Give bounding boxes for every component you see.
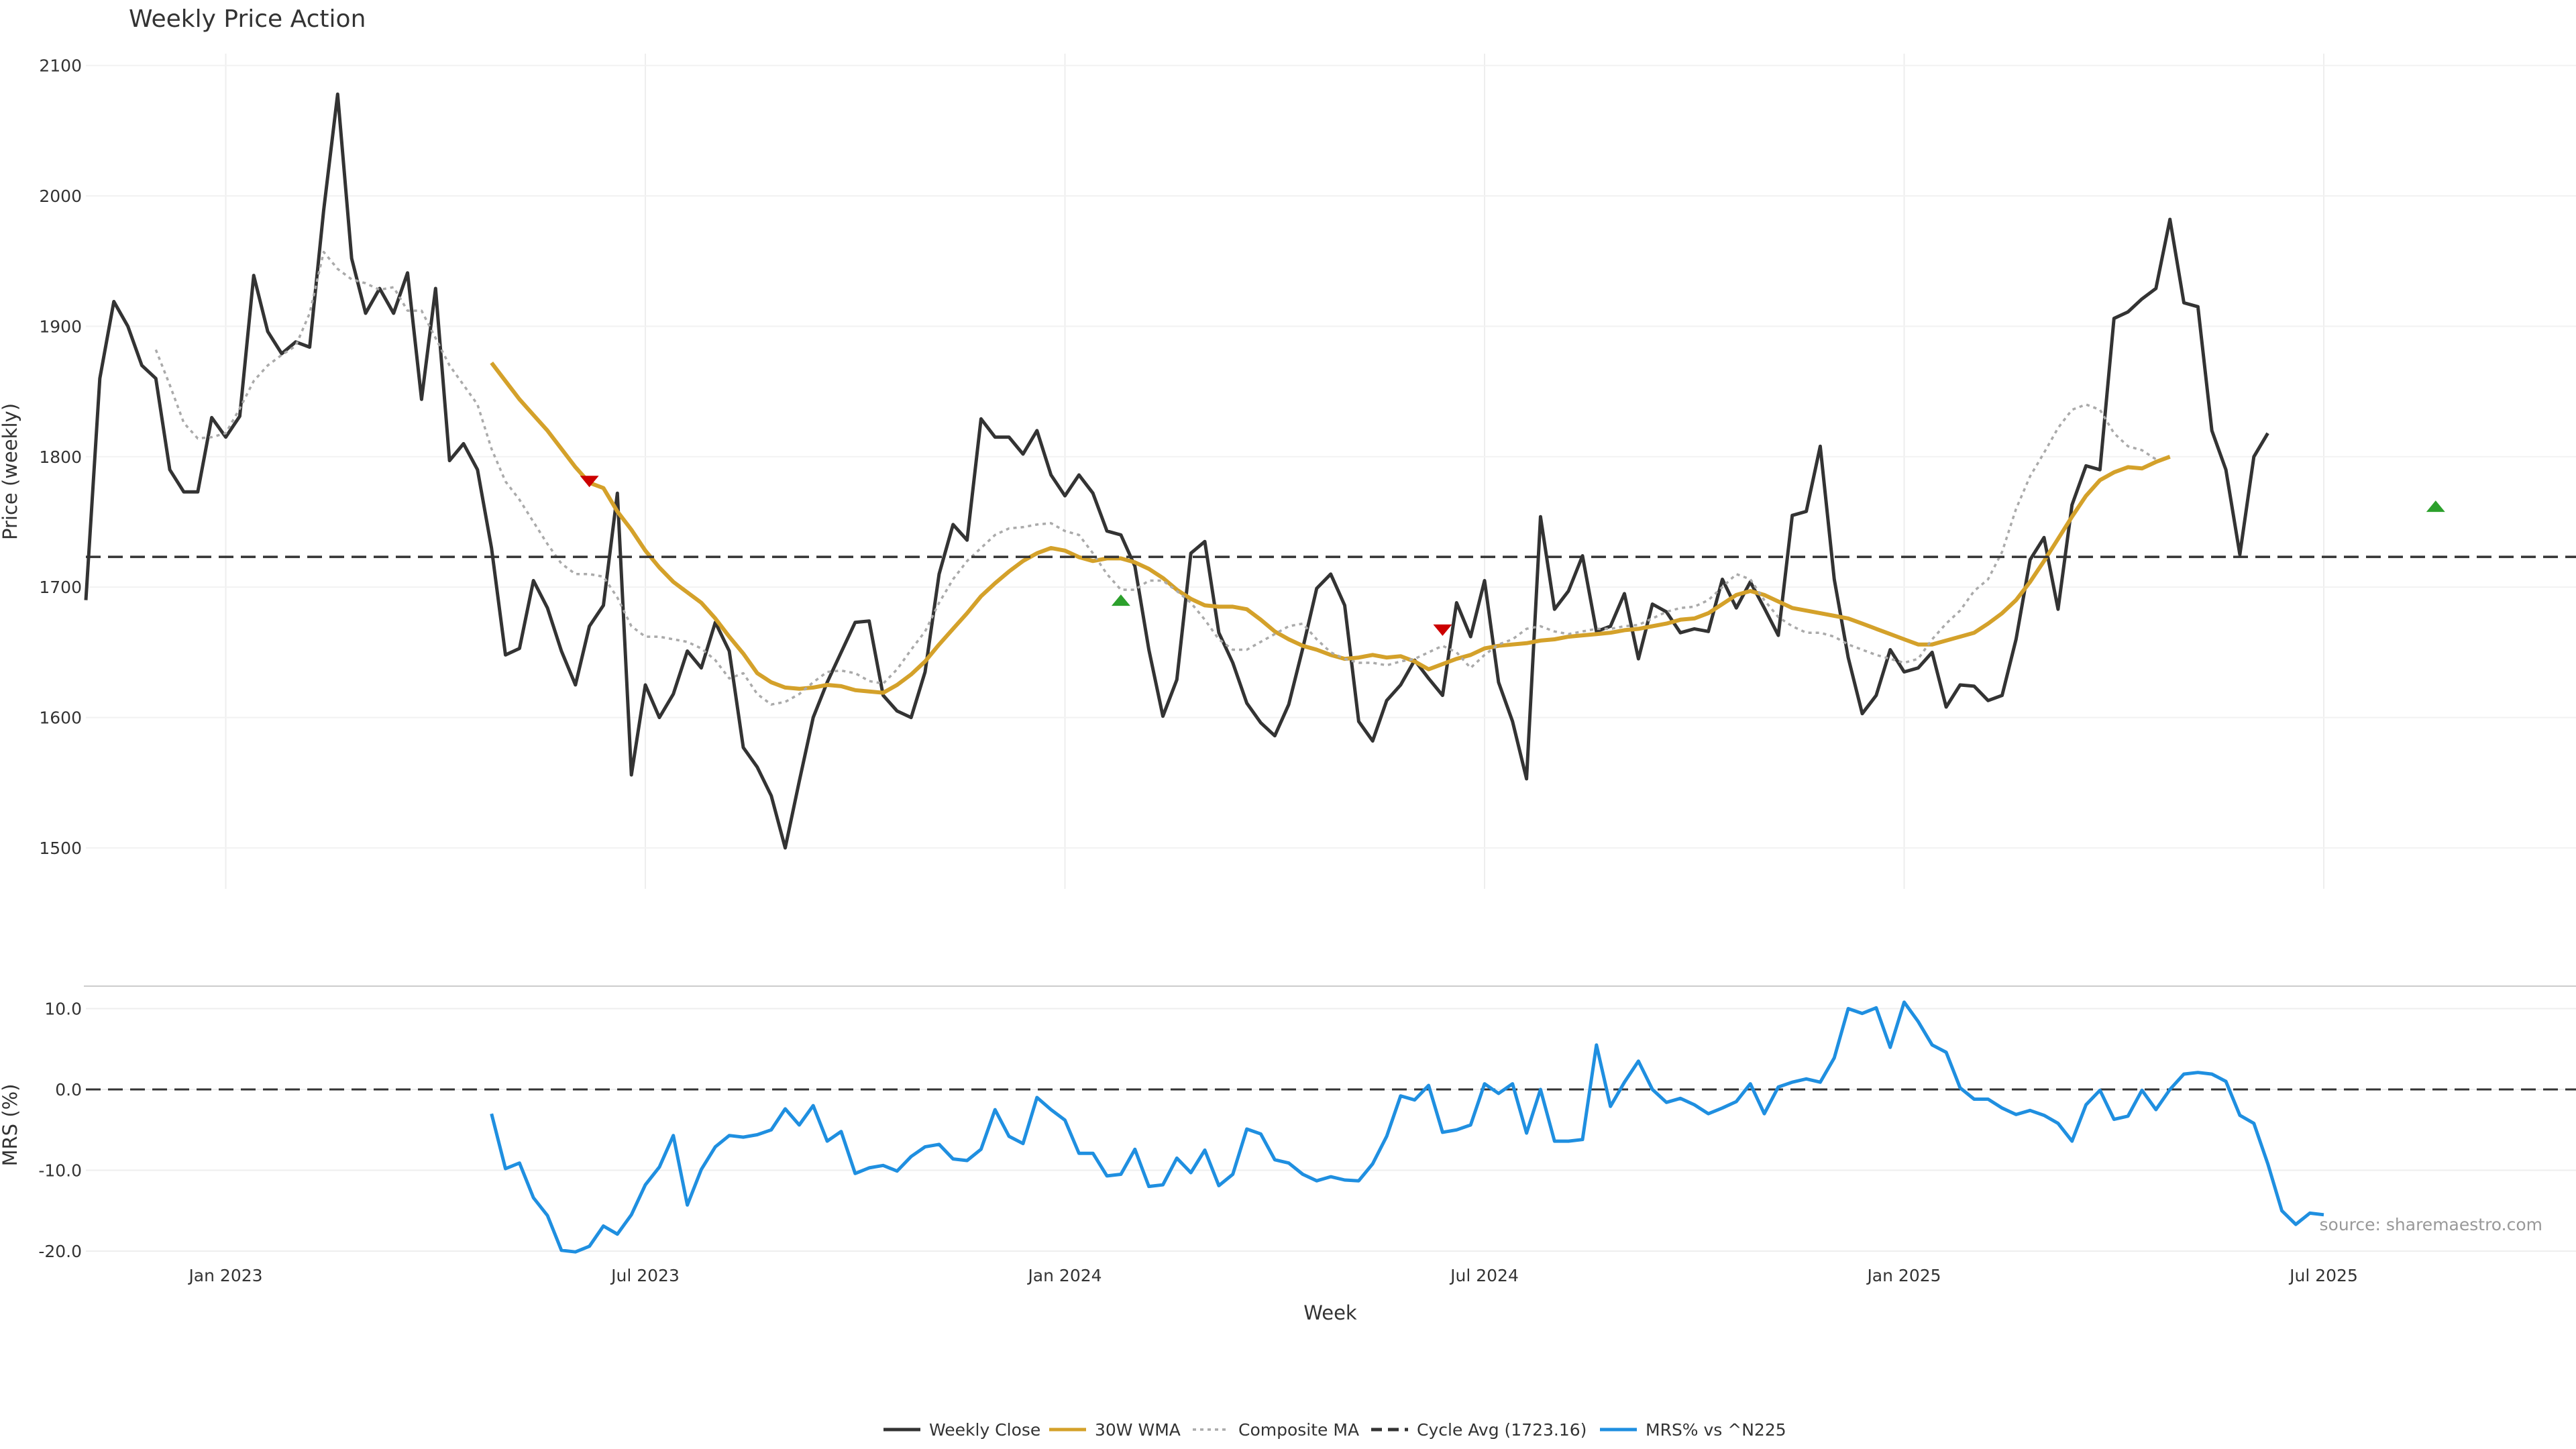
x-tick-0: Jan 2023: [187, 1266, 262, 1285]
mrs-y-tick--20: -20.0: [38, 1242, 82, 1261]
price-panel-y-ticks: 1500 1600 1700 1800 1900 2000 2100: [39, 56, 82, 858]
mrs-y-tick--10: -10.0: [38, 1161, 82, 1181]
signal-markers: [580, 476, 2445, 636]
mrs-y-tick-10: 10.0: [44, 1000, 82, 1019]
mrs-y-tick-0: 0.0: [55, 1080, 82, 1099]
x-axis-label: Week: [1303, 1301, 1357, 1324]
series-weekly-close: [84, 92, 2269, 850]
mrs-panel-series: [86, 1000, 2576, 1254]
x-tick-1: Jul 2023: [610, 1266, 680, 1285]
x-tick-4: Jan 2025: [1866, 1266, 1941, 1285]
mrs-panel-gridlines: [86, 1008, 2576, 1252]
price-y-tick-1900: 1900: [39, 317, 82, 336]
sell-signal-marker-0: [580, 476, 599, 488]
legend-label-0: Weekly Close: [929, 1420, 1040, 1440]
series-30w-wma: [490, 361, 2171, 695]
legend-label-3: Cycle Avg (1723.16): [1417, 1420, 1587, 1440]
x-tick-5: Jul 2025: [2288, 1266, 2358, 1285]
price-panel-gridlines: [86, 54, 2576, 889]
x-tick-3: Jul 2024: [1449, 1266, 1519, 1285]
mrs-panel-y-ticks: -20.0 -10.0 0.0 10.0: [38, 1000, 82, 1262]
sell-signal-marker-2: [1433, 624, 1452, 636]
mrs-y-axis-label: MRS (%): [0, 1084, 21, 1167]
price-y-tick-1500: 1500: [39, 839, 82, 858]
x-tick-2: Jan 2024: [1026, 1266, 1102, 1285]
series-mrs-vs-n225: [490, 1000, 2324, 1254]
series-composite-ma: [154, 250, 2157, 706]
price-y-tick-1800: 1800: [39, 447, 82, 467]
price-panel-series: [84, 92, 2576, 850]
price-y-tick-2000: 2000: [39, 186, 82, 206]
legend: Weekly Close 30W WMA Composite MA Cycle Avg…: [883, 1420, 1786, 1440]
source-credit: source: sharemaestro.com: [2320, 1215, 2543, 1234]
legend-label-2: Composite MA: [1238, 1420, 1359, 1440]
price-y-tick-2100: 2100: [39, 56, 82, 76]
buy-signal-marker-1: [1111, 594, 1130, 606]
price-y-tick-1600: 1600: [39, 708, 82, 728]
price-y-axis-label: Price (weekly): [0, 403, 21, 540]
chart-title: Weekly Price Action: [129, 5, 366, 33]
legend-label-4: MRS% vs ^N225: [1646, 1420, 1786, 1440]
legend-label-1: 30W WMA: [1095, 1420, 1181, 1440]
x-tick-labels: Jan 2023 Jul 2023 Jan 2024 Jul 2024 Jan 2025…: [187, 1266, 2357, 1285]
price-y-tick-1700: 1700: [39, 578, 82, 597]
buy-signal-marker-3: [2426, 500, 2445, 513]
